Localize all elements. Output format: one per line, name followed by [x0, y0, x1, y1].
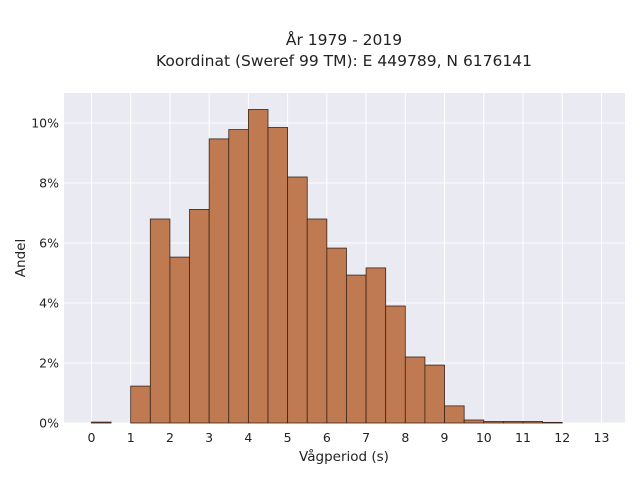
histogram-bars: [91, 109, 563, 424]
x-axis-label: Vågperiod (s): [299, 448, 389, 465]
histogram-bar: [346, 274, 367, 424]
histogram-bar: [463, 419, 485, 424]
histogram-bar: [169, 256, 190, 424]
histogram-bar: [385, 305, 406, 424]
histogram-bar: [444, 405, 465, 424]
histogram-bar: [287, 176, 308, 424]
histogram-bar: [326, 247, 347, 424]
y-tick-label: 4%: [39, 296, 59, 311]
histogram-bar: [149, 218, 171, 424]
histogram-bar: [365, 267, 387, 424]
histogram-bar: [404, 356, 426, 424]
histogram-bar: [189, 208, 210, 424]
x-tick-label: 2: [166, 430, 174, 445]
x-tick-label: 3: [205, 430, 213, 445]
x-tick-label: 5: [284, 430, 292, 445]
x-tick-label: 1: [127, 430, 135, 445]
x-tick-label: 4: [244, 430, 252, 445]
chart-title-line-1: År 1979 - 2019: [286, 30, 402, 49]
x-tick-label: 0: [87, 430, 95, 445]
y-axis-label: Andel: [13, 239, 29, 277]
x-tick-label: 8: [401, 430, 409, 445]
x-tick-label: 6: [323, 430, 331, 445]
histogram-bar: [91, 421, 112, 424]
y-tick-label: 6%: [39, 236, 59, 251]
histogram-bar: [522, 421, 544, 424]
histogram-bar: [542, 421, 563, 424]
y-axis-ticks: 0% 2% 4% 6% 8% 10%: [31, 116, 59, 431]
histogram-bar: [208, 138, 230, 424]
y-tick-label: 8%: [39, 176, 59, 191]
histogram-bar: [483, 421, 504, 424]
x-axis-ticks: 0 1 2 3 4 5 6 7 8 9 10 11 12 13: [87, 430, 609, 445]
histogram-bar: [306, 218, 328, 424]
histogram-bar: [247, 109, 269, 424]
chart-title-line-2: Koordinat (Sweref 99 TM): E 449789, N 61…: [156, 52, 532, 70]
histogram-bar: [267, 127, 289, 424]
y-tick-label: 0%: [39, 416, 59, 431]
histogram-bar: [502, 421, 524, 424]
y-tick-label: 2%: [39, 356, 59, 371]
x-tick-label: 9: [441, 430, 449, 445]
x-tick-label: 13: [594, 430, 610, 445]
y-tick-label: 10%: [31, 116, 59, 131]
x-tick-label: 10: [476, 430, 492, 445]
histogram-bar: [228, 129, 249, 424]
histogram-bar: [130, 385, 151, 424]
x-tick-label: 11: [515, 430, 531, 445]
histogram-bar: [424, 364, 445, 424]
x-tick-label: 12: [554, 430, 570, 445]
x-tick-label: 7: [362, 430, 370, 445]
